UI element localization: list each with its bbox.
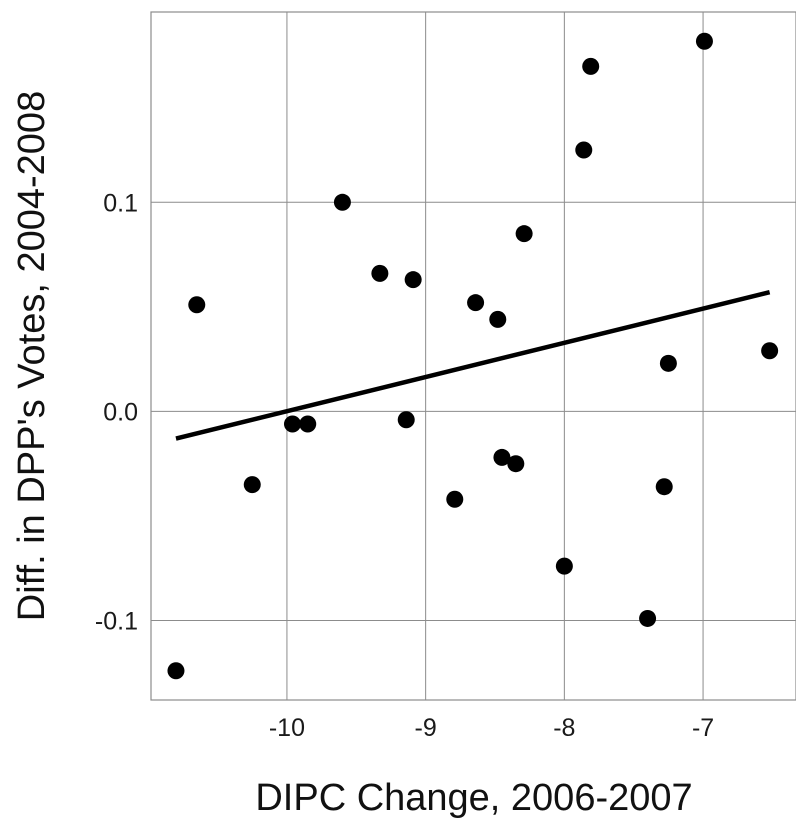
data-point <box>507 455 525 473</box>
x-tick-label: -7 <box>692 714 714 742</box>
y-tick-label: 0.0 <box>103 398 138 426</box>
data-point <box>489 310 507 328</box>
data-point <box>333 193 351 211</box>
x-tick-label: -8 <box>553 714 575 742</box>
y-tick-label: -0.1 <box>95 608 138 636</box>
data-point <box>167 662 185 680</box>
grid-lines <box>151 12 796 700</box>
y-axis-title: Diff. in DPP's Votes, 2004-2008 <box>11 91 53 621</box>
data-point <box>695 32 713 50</box>
data-point <box>446 490 464 508</box>
data-point <box>555 557 573 575</box>
plot-panel-border <box>150 11 796 701</box>
data-point <box>371 264 389 282</box>
data-point <box>404 271 422 289</box>
x-tick-label: -10 <box>269 714 305 742</box>
data-point <box>299 415 317 433</box>
data-point <box>655 478 673 496</box>
regression-line-group <box>175 290 771 441</box>
data-point <box>283 415 301 433</box>
tick-labels: -10 -9 -8 -7 -0.1 0.0 0.1 <box>95 189 714 742</box>
data-point <box>659 354 677 372</box>
data-point <box>397 411 415 429</box>
y-tick-label: 0.1 <box>103 189 138 217</box>
data-point <box>761 342 779 360</box>
data-point <box>243 476 261 494</box>
data-point <box>575 141 593 159</box>
data-point <box>188 296 206 314</box>
data-point <box>467 294 485 312</box>
x-axis-title: DIPC Change, 2006-2007 <box>255 777 692 819</box>
data-point <box>639 609 657 627</box>
data-point <box>515 225 533 243</box>
regression-line <box>175 290 771 441</box>
data-point <box>582 57 600 75</box>
data-point <box>493 448 511 466</box>
x-tick-label: -9 <box>415 714 437 742</box>
data-points <box>167 32 779 680</box>
